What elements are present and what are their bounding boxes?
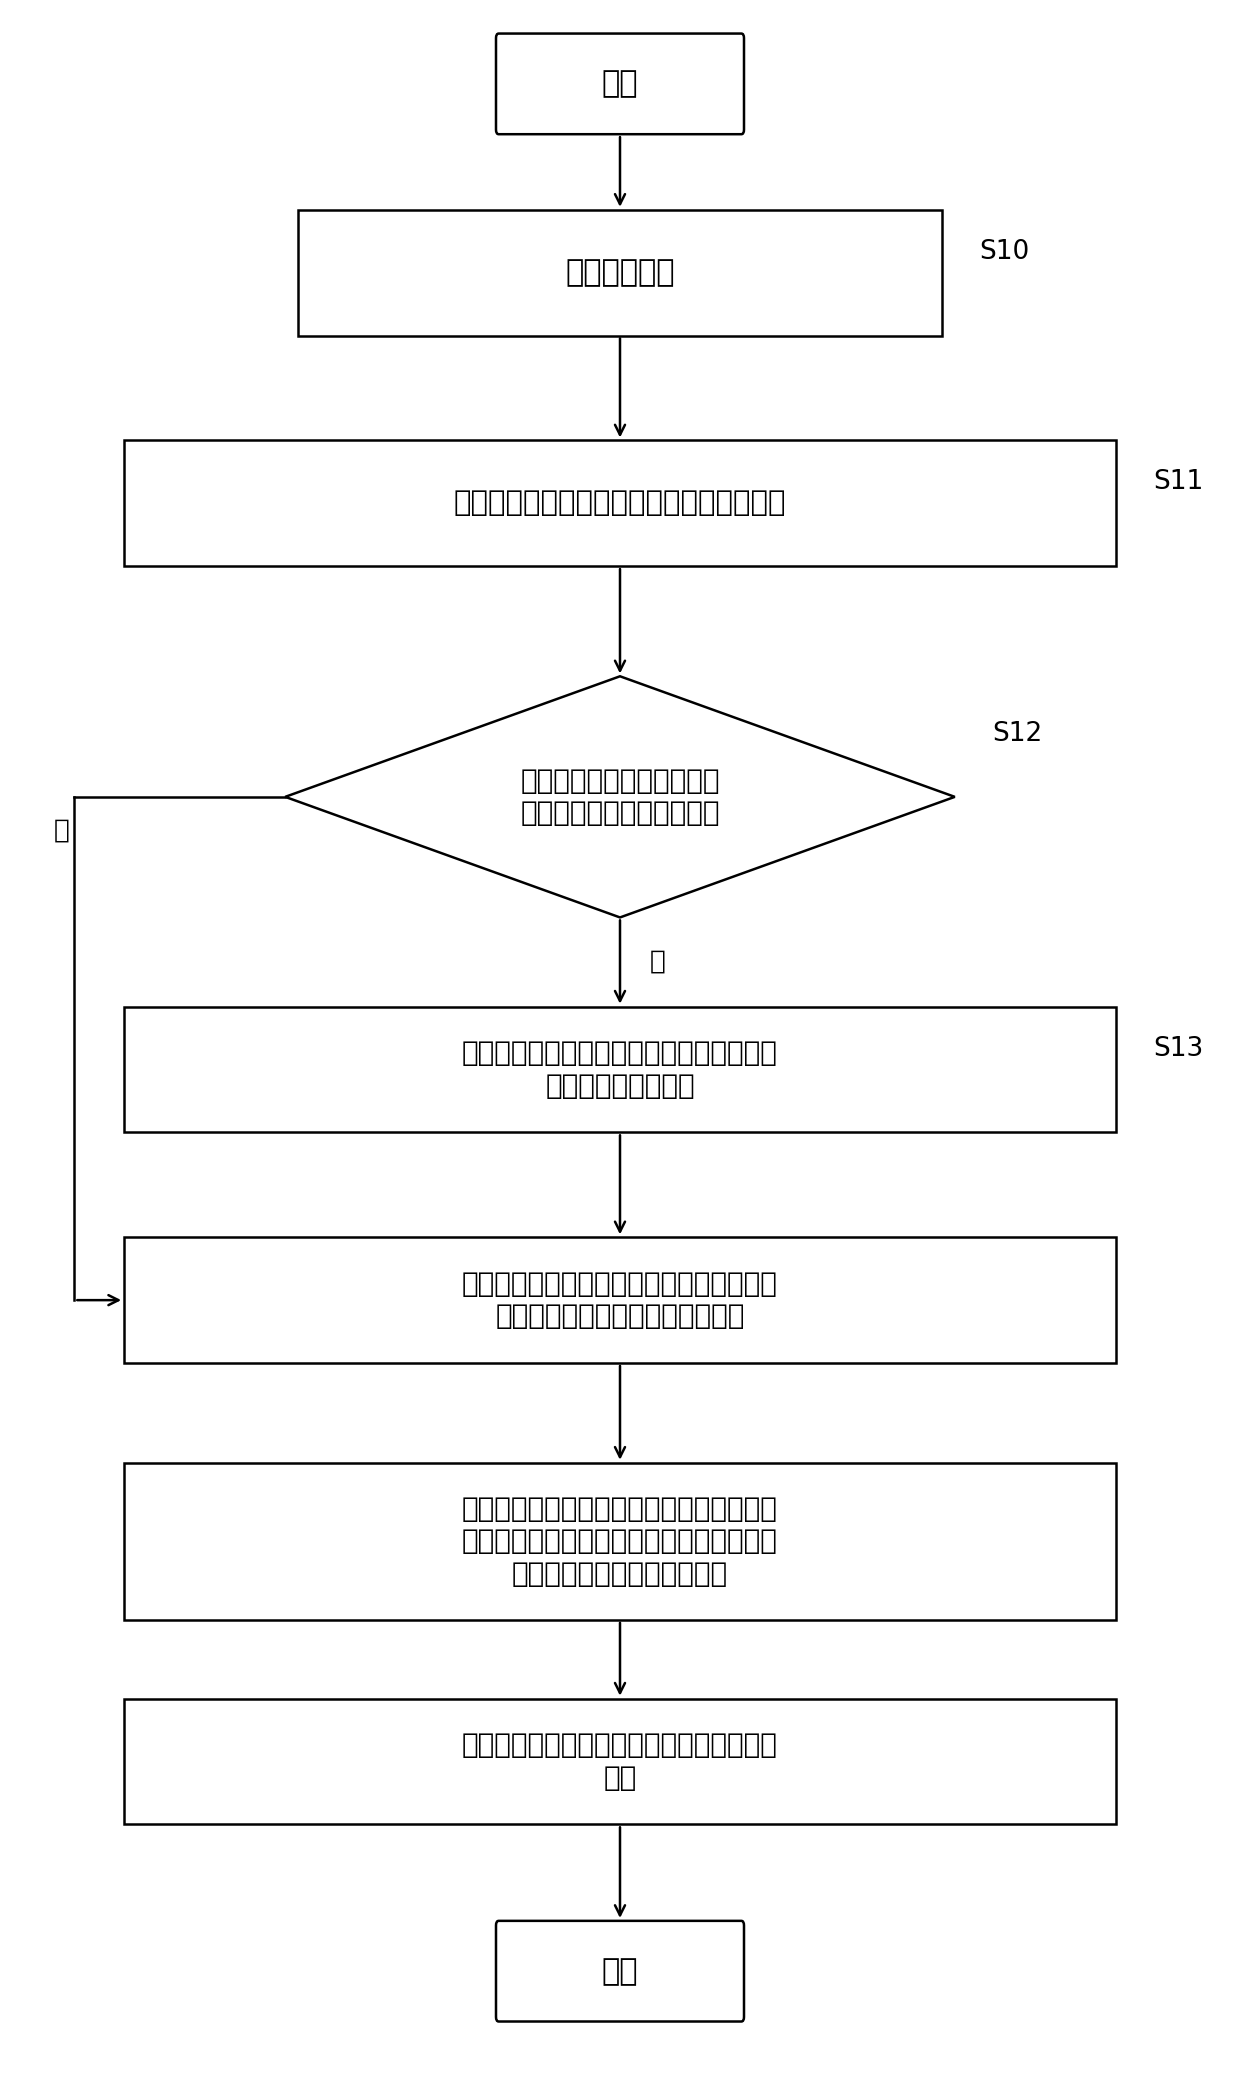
Text: 当在预设时间内所扩展参数的定义写入的次
数大于预设值时，新建第三参数表: 当在预设时间内所扩展参数的定义写入的次 数大于预设值时，新建第三参数表 xyxy=(463,1271,777,1329)
Text: 接收模型对象: 接收模型对象 xyxy=(565,258,675,287)
Bar xyxy=(124,1464,1116,1619)
Bar xyxy=(298,210,942,336)
Text: 将扩展参数的定义及参数值以纵向扩展的形
式存储至第二参数表: 将扩展参数的定义及参数值以纵向扩展的形 式存储至第二参数表 xyxy=(463,1040,777,1099)
Text: S12: S12 xyxy=(992,721,1043,747)
FancyBboxPatch shape xyxy=(496,1921,744,2022)
Text: S13: S13 xyxy=(1153,1036,1204,1061)
Text: 是: 是 xyxy=(650,950,665,975)
Text: 将模型对象的基础参数值存储至第一参数表: 将模型对象的基础参数值存储至第一参数表 xyxy=(454,489,786,518)
Bar xyxy=(124,440,1116,566)
Text: 开始: 开始 xyxy=(601,69,639,99)
Text: 保存第三参数表并以第三参数表替换第一参
数表: 保存第三参数表并以第三参数表替换第一参 数表 xyxy=(463,1732,777,1791)
Bar xyxy=(124,1007,1116,1132)
Bar xyxy=(124,1237,1116,1363)
Text: 否: 否 xyxy=(55,818,69,843)
Bar xyxy=(124,1699,1116,1824)
FancyBboxPatch shape xyxy=(496,34,744,134)
Polygon shape xyxy=(285,675,955,918)
Text: 结束: 结束 xyxy=(601,1957,639,1986)
Text: 判断模型对象是否包括第一
参数表中未定义的扩展参数: 判断模型对象是否包括第一 参数表中未定义的扩展参数 xyxy=(521,768,719,826)
Text: S11: S11 xyxy=(1153,470,1204,495)
Text: 将第一参数表中的内容复制入第三参数表，
并将第二参数表中与所述定义对应的内容以
列扩展的形式写入第三参数表: 将第一参数表中的内容复制入第三参数表， 并将第二参数表中与所述定义对应的内容以 … xyxy=(463,1495,777,1587)
Text: S10: S10 xyxy=(980,239,1030,264)
